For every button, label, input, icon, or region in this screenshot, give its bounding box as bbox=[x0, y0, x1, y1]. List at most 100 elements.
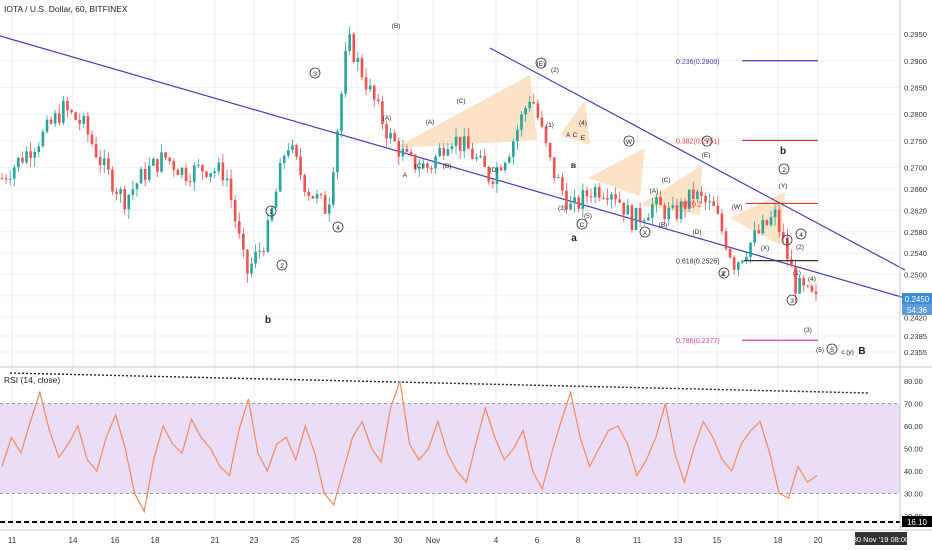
candle-body bbox=[601, 197, 605, 199]
candle-body bbox=[381, 101, 384, 125]
wave-label: 3 bbox=[790, 298, 794, 305]
countdown-tag-bg bbox=[902, 304, 932, 315]
wave-label: (A) bbox=[426, 119, 435, 126]
candle-body bbox=[360, 58, 364, 78]
wave-label: (5) bbox=[816, 347, 824, 354]
candle-body bbox=[467, 136, 470, 149]
candle-body bbox=[332, 172, 335, 205]
chart-title[interactable]: IOTA / U.S. Dollar, 60, BITFINEX bbox=[4, 4, 128, 14]
candle-body bbox=[352, 33, 356, 62]
candle-body bbox=[115, 191, 118, 194]
candle-body bbox=[282, 155, 286, 163]
y-tick-label: 0.2950 bbox=[904, 30, 927, 39]
candle-body bbox=[704, 195, 707, 203]
candle-body bbox=[82, 116, 86, 124]
candle-body bbox=[794, 266, 797, 294]
rsi-tick-label: 40.00 bbox=[904, 467, 923, 476]
candle-body bbox=[188, 181, 192, 183]
candle-body bbox=[479, 155, 482, 158]
wave-circle bbox=[265, 205, 277, 217]
candle-body bbox=[233, 199, 237, 222]
wave-label: (5) bbox=[584, 213, 592, 220]
candle-body bbox=[577, 197, 581, 209]
candle-body bbox=[172, 161, 176, 170]
candle-body bbox=[638, 207, 642, 222]
candle-body bbox=[630, 205, 634, 230]
wave-circle bbox=[639, 226, 651, 238]
y-tick-label: 0.2385 bbox=[904, 332, 927, 341]
candle-body bbox=[184, 167, 188, 182]
candle-body bbox=[209, 173, 212, 177]
candle-body bbox=[475, 157, 478, 159]
triangle-wave-2 bbox=[560, 100, 590, 145]
candle-body bbox=[356, 58, 360, 62]
time-axis[interactable]: 11 14 16 18 21 23 25 28 30 Nov 4 6 8 11 13 15 18 20 bbox=[8, 536, 823, 545]
candle-body bbox=[57, 113, 61, 123]
candle-body bbox=[401, 148, 405, 157]
candle-body bbox=[78, 119, 82, 124]
candle-body bbox=[683, 201, 687, 209]
candle-body bbox=[655, 197, 658, 205]
triangle-wave-5 bbox=[730, 192, 785, 245]
candle-body bbox=[119, 189, 122, 194]
candle-body bbox=[192, 165, 196, 183]
wave-label: 2 bbox=[280, 263, 284, 270]
wave-label: 5 bbox=[830, 347, 834, 354]
wave-label: (C) bbox=[414, 163, 423, 170]
candle-body bbox=[131, 189, 135, 195]
trendline-long bbox=[0, 35, 906, 299]
wave-label: (D) bbox=[692, 229, 701, 236]
current-price-tag: 0.2450 54:36 bbox=[902, 293, 932, 315]
price-tag-value: 0.2450 bbox=[905, 295, 930, 304]
y-tick-label: 0.2620 bbox=[904, 206, 927, 215]
candle-body bbox=[499, 167, 503, 171]
candle-body bbox=[728, 248, 732, 258]
rsi-tick-label: 80.00 bbox=[904, 377, 923, 386]
candle-body bbox=[246, 249, 249, 274]
candle-body bbox=[90, 134, 94, 144]
rsi-tick-label: 70.00 bbox=[904, 400, 923, 409]
wave-label: B bbox=[572, 163, 576, 170]
candle-body bbox=[687, 189, 691, 209]
wave-label: (W) bbox=[732, 204, 742, 211]
time-cursor-label: 30 Nov '19 08:00 bbox=[853, 535, 909, 544]
y-tick-label: 0.2540 bbox=[904, 249, 927, 258]
candle-body bbox=[33, 152, 37, 158]
y-tick-label: 0.2750 bbox=[904, 137, 927, 146]
wave-label: Z bbox=[722, 271, 726, 278]
candle-body bbox=[503, 162, 507, 171]
wave-label: B bbox=[858, 346, 865, 357]
candle-body bbox=[593, 187, 597, 198]
rsi-title[interactable]: RSI (14, close) bbox=[4, 375, 60, 385]
wave-label: E bbox=[581, 135, 586, 142]
candle-body bbox=[221, 162, 225, 181]
wave-label: (4) bbox=[579, 120, 587, 127]
x-tick-label: 8 bbox=[576, 536, 581, 545]
y-tick-label: 0.2420 bbox=[904, 313, 927, 322]
wave-label: (A) bbox=[383, 115, 392, 122]
candle-body bbox=[229, 178, 233, 200]
x-tick-label: 15 bbox=[713, 536, 722, 545]
x-tick-label: Nov bbox=[426, 536, 440, 545]
rsi-tag-value: 16.10 bbox=[907, 518, 928, 527]
candle-body bbox=[74, 112, 77, 120]
x-tick-label: 18 bbox=[774, 536, 783, 545]
candle-body bbox=[814, 291, 818, 294]
candle-body bbox=[17, 157, 20, 168]
price-tag-bg bbox=[902, 293, 932, 304]
candle-body bbox=[237, 221, 241, 234]
price-axis[interactable]: 0.2950 0.2900 0.2850 0.2800 0.2750 0.2700 0.26… bbox=[904, 30, 927, 357]
candle-body bbox=[278, 162, 282, 192]
candle-body bbox=[45, 119, 49, 132]
candle-body bbox=[634, 207, 638, 230]
fib-label: 0.236(0.2900) bbox=[676, 59, 720, 66]
candle-body bbox=[606, 197, 609, 200]
rsi-trendline bbox=[9, 372, 869, 394]
candle-body bbox=[377, 99, 380, 102]
candle-body bbox=[806, 285, 810, 287]
fib-label: 0.382(0.2751) bbox=[676, 138, 720, 145]
candle-body bbox=[536, 103, 540, 118]
candle-body bbox=[696, 191, 699, 199]
candle-body bbox=[642, 220, 646, 222]
wave-triangles bbox=[395, 75, 785, 245]
